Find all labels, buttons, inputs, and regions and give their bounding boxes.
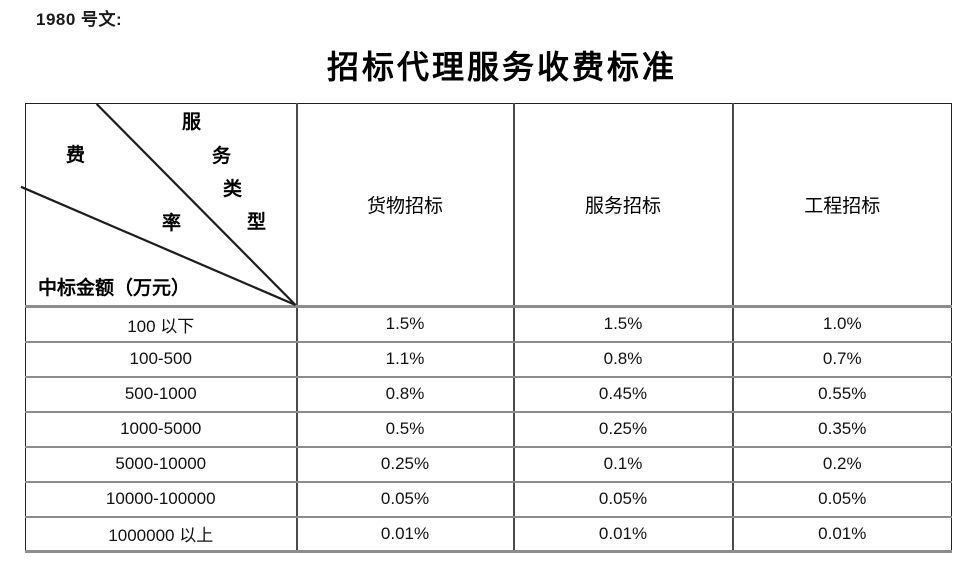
table-row: 1000-5000 0.5% 0.25% 0.35% (25, 410, 952, 448)
corner-label-rate-char: 率 (162, 213, 182, 234)
rate-cell: 0.45% (512, 375, 734, 413)
row-amount-label: 100 以下 (25, 305, 298, 343)
rate-cell: 0.01% (295, 515, 515, 553)
fee-table: 服 务 类 型 费 率 中标金额（万元） 货物招标 服务招标 工程招标 100 … (20, 103, 952, 553)
corner-header-cell: 服 务 类 型 费 率 中标金额（万元） (20, 103, 298, 308)
corner-label-rate-char: 费 (66, 145, 86, 166)
row-amount-label: 1000-5000 (25, 410, 298, 448)
rate-cell: 0.5% (295, 410, 515, 448)
rate-cell: 0.2% (731, 445, 952, 483)
rate-cell: 0.05% (731, 480, 952, 518)
column-header-engineering: 工程招标 (731, 103, 952, 308)
rate-cell: 0.55% (731, 375, 952, 413)
row-amount-label: 500-1000 (25, 375, 298, 413)
rate-cell: 1.5% (512, 305, 734, 343)
rate-cell: 0.25% (512, 410, 734, 448)
table-row: 100 以下 1.5% 1.5% 1.0% (25, 305, 952, 343)
column-header-goods: 货物招标 (295, 103, 515, 308)
rate-cell: 0.05% (512, 480, 734, 518)
table-row: 1000000 以上 0.01% 0.01% 0.01% (25, 515, 952, 553)
rate-cell: 1.0% (731, 305, 952, 343)
row-amount-label: 100-500 (25, 340, 298, 378)
rate-cell: 0.1% (512, 445, 734, 483)
diagonal-divider-lines (20, 103, 297, 307)
rate-cell: 0.05% (295, 480, 515, 518)
rate-cell: 0.35% (731, 410, 952, 448)
corner-label-service-type-char: 型 (247, 212, 267, 233)
rate-cell: 0.8% (295, 375, 515, 413)
rate-cell: 0.8% (512, 340, 734, 378)
corner-label-service-type-char: 务 (212, 146, 232, 167)
rate-cell: 0.7% (731, 340, 952, 378)
table-row: 100-500 1.1% 0.8% 0.7% (25, 340, 952, 378)
table-row: 5000-10000 0.25% 0.1% 0.2% (25, 445, 952, 483)
page-title: 招标代理服务收费标准 (326, 49, 677, 85)
rate-cell: 0.25% (295, 445, 515, 483)
row-amount-label: 10000-100000 (25, 480, 298, 518)
column-header-service: 服务招标 (512, 103, 734, 308)
table-row: 500-1000 0.8% 0.45% 0.55% (25, 375, 952, 413)
row-amount-label: 1000000 以上 (25, 515, 298, 553)
rate-cell: 1.5% (295, 305, 515, 343)
corner-label-service-type-char: 服 (182, 112, 202, 133)
table-header-row: 服 务 类 型 费 率 中标金额（万元） 货物招标 服务招标 工程招标 (20, 103, 952, 308)
rate-cell: 0.01% (731, 515, 952, 553)
rate-cell: 0.01% (512, 515, 734, 553)
rate-cell: 1.1% (295, 340, 515, 378)
corner-label-service-type-char: 类 (223, 179, 243, 200)
table-row: 10000-100000 0.05% 0.05% 0.05% (25, 480, 952, 518)
row-amount-label: 5000-10000 (25, 445, 298, 483)
corner-row-axis-label: 中标金额（万元） (38, 278, 191, 299)
document-ref-label: 1980 号文: (36, 10, 123, 29)
